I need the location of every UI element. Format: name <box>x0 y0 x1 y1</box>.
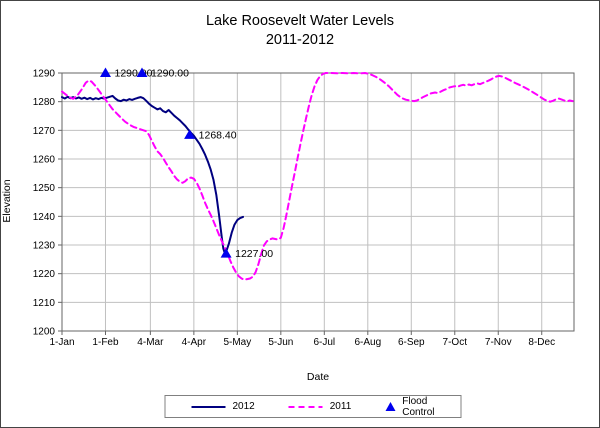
chart-title: Lake Roosevelt Water Levels 2011-2012 <box>1 12 599 50</box>
legend-item-2011: 2011 <box>288 401 352 412</box>
legend-item-flood-control: Flood Control <box>385 395 435 418</box>
x-tick-label: 1-Feb <box>92 337 119 348</box>
flood-control-value-label: 1227.00 <box>235 248 273 260</box>
x-tick-label: 4-Apr <box>182 337 207 348</box>
flood-control-value-label: 1290.00 <box>151 68 189 80</box>
legend-flood-control-marker-icon <box>385 402 396 411</box>
y-tick-label: 1280 <box>33 97 56 108</box>
legend-2011-label: 2011 <box>329 401 352 412</box>
x-tick-label: 4-Mar <box>137 337 164 348</box>
chart-title-line2: 2011-2012 <box>265 32 335 48</box>
x-tick-label: 7-Oct <box>443 337 468 348</box>
legend-2012-line-sample <box>191 405 226 408</box>
x-tick-label: 6-Jul <box>313 337 335 348</box>
flood-control-value-label: 1268.40 <box>199 129 237 141</box>
series-2012-line <box>61 94 244 254</box>
x-tick-label: 6-Aug <box>354 337 381 348</box>
y-axis-title: Elevation <box>1 179 13 223</box>
flood-control-value-label: 1290.00 <box>114 68 152 80</box>
y-tick-label: 1270 <box>33 126 56 137</box>
y-tick-label: 1240 <box>33 212 56 223</box>
x-axis-title: Date <box>306 371 330 383</box>
y-tick-label: 1210 <box>33 298 56 309</box>
chart-title-line1: Lake Roosevelt Water Levels <box>205 13 395 29</box>
flood-control-marker <box>100 67 111 77</box>
y-tick-label: 1250 <box>33 183 56 194</box>
x-tick-label: 8-Dec <box>528 337 555 348</box>
y-tick-label: 1260 <box>33 155 56 166</box>
series-2011-line <box>61 72 574 281</box>
legend-flood-control-label: Flood Control <box>402 395 435 418</box>
legend-item-2012: 2012 <box>191 401 255 412</box>
x-tick-label: 5-Jun <box>268 337 293 348</box>
flood-control-marker <box>220 248 232 258</box>
x-tick-label: 5-May <box>223 337 251 348</box>
x-tick-label: 7-Nov <box>485 337 512 348</box>
flood-control-marker <box>136 67 148 77</box>
flood-control-marker <box>184 129 196 139</box>
legend-2012-label: 2012 <box>232 401 255 412</box>
y-tick-label: 1200 <box>33 327 56 338</box>
legend-2011-line-sample <box>288 405 323 408</box>
x-tick-label: 1-Jan <box>49 337 74 348</box>
x-tick-label: 6-Sep <box>398 337 425 348</box>
y-tick-label: 1220 <box>33 269 56 280</box>
legend: 2012 2011 Flood Control <box>164 395 462 418</box>
y-tick-label: 1290 <box>33 69 56 80</box>
plot-border <box>61 72 575 332</box>
y-tick-label: 1230 <box>33 241 56 252</box>
